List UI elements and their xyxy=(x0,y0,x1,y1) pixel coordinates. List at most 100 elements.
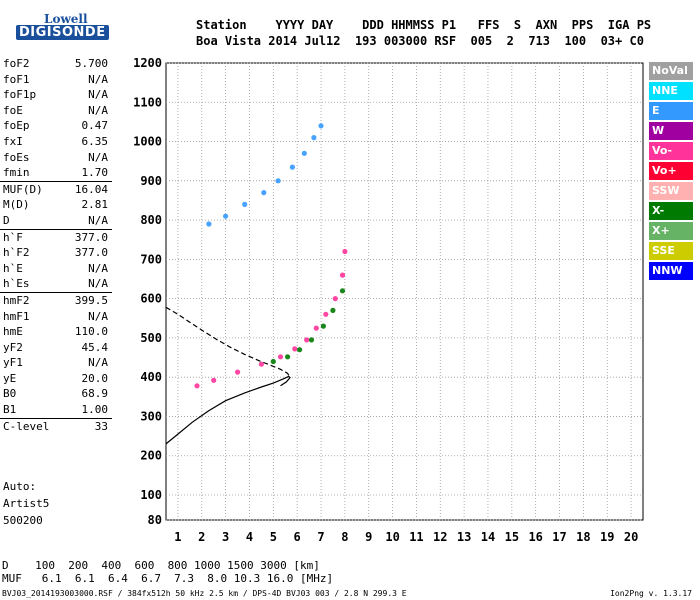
y-tick-label: 900 xyxy=(140,174,162,188)
data-point xyxy=(270,358,276,365)
file-info: BVJ03_2014193003000.RSF / 384fx512h 50 k… xyxy=(2,589,407,598)
param-row: h`F 377.0 xyxy=(0,228,112,246)
legend-item: E xyxy=(649,101,693,121)
param-label: h`F2 xyxy=(3,246,30,260)
param-row: C-level 33 xyxy=(0,417,112,435)
y-tick-label: 1000 xyxy=(133,135,162,149)
data-point xyxy=(275,178,281,184)
param-value: 1.70 xyxy=(81,166,109,180)
param-label: yF2 xyxy=(3,340,23,354)
legend-item: Vo- xyxy=(649,141,693,161)
muf-row: MUF 6.1 6.1 6.4 6.7 7.3 8.0 10.3 16.0 [M… xyxy=(2,572,334,585)
data-point xyxy=(342,248,348,255)
legend: NoVal NNE E W Vo- Vo+ SSW X- X+ SSE NNW xyxy=(649,62,693,282)
density-profile-dashed xyxy=(165,306,291,378)
param-row: B1 1.00 xyxy=(0,402,112,418)
data-point xyxy=(339,288,346,294)
param-label: hmF1 xyxy=(3,309,30,323)
header-line-1: Station YYYY DAY DDD HHMMSS P1 FFS S AXN… xyxy=(196,18,652,32)
distance-row: D 100 200 400 600 800 1000 1500 3000 [km… xyxy=(2,559,320,572)
param-label: foF1 xyxy=(3,72,30,86)
param-value: N/A xyxy=(88,213,108,227)
x-tick-label: 2 xyxy=(198,530,205,544)
y-tick-label: 80 xyxy=(148,513,162,527)
param-value: N/A xyxy=(88,72,108,86)
param-row: fmin 1.70 xyxy=(0,165,112,181)
legend-item: SSE xyxy=(649,241,693,261)
plot-frame xyxy=(165,62,644,521)
param-value: N/A xyxy=(88,309,108,323)
x-tick-label: 4 xyxy=(246,530,253,544)
param-row: foEs N/A xyxy=(0,150,112,166)
legend-item: W xyxy=(649,121,693,141)
legend-item: X+ xyxy=(649,221,693,241)
x-tick-label: 17 xyxy=(552,530,566,544)
param-row: hmF1 N/A xyxy=(0,309,112,325)
data-point xyxy=(235,369,241,375)
param-row: foF1p N/A xyxy=(0,87,112,103)
header-line-2: Boa Vista 2014 Jul12 193 003000 RSF 005 … xyxy=(196,34,644,48)
logo-text-digisonde: DIGISONDE xyxy=(16,25,109,40)
param-value: 20.0 xyxy=(81,371,109,385)
scaled-parameters-panel: foF2 5.700 foF1 N/A foF1p N/A foE N/A foEp 0.47 fx… xyxy=(0,56,112,434)
param-value: N/A xyxy=(88,356,108,370)
param-row: h`F2 377.0 xyxy=(0,245,112,261)
auto-code: 500200 xyxy=(3,514,43,527)
param-value: 33 xyxy=(94,419,108,433)
param-value: 1.00 xyxy=(81,403,109,417)
param-label: yE xyxy=(3,371,17,385)
param-label: hmF2 xyxy=(3,293,30,307)
param-label: D xyxy=(3,213,10,227)
data-point xyxy=(206,221,212,227)
legend-item: SSW xyxy=(649,181,693,201)
param-row: D N/A xyxy=(0,213,112,229)
param-row: yF2 45.4 xyxy=(0,340,112,356)
y-tick-label: 200 xyxy=(140,449,162,463)
param-label: h`F xyxy=(3,230,23,244)
x-tick-label: 14 xyxy=(481,530,495,544)
legend-item: NoVal xyxy=(649,62,693,81)
y-tick-label: 1100 xyxy=(133,95,162,109)
y-tick-label: 100 xyxy=(140,488,162,502)
x-tick-label: 3 xyxy=(222,530,229,544)
version-label: Ion2Png v. 1.3.17 xyxy=(610,589,692,598)
param-label: fmin xyxy=(3,166,30,180)
y-tick-label: 800 xyxy=(140,213,162,227)
param-row: hmF2 399.5 xyxy=(0,291,112,309)
param-label: foF2 xyxy=(3,57,30,70)
param-value: 45.4 xyxy=(81,340,109,354)
param-value: N/A xyxy=(88,88,108,102)
param-label: foF1p xyxy=(3,88,37,102)
param-row: foE N/A xyxy=(0,103,112,119)
data-point xyxy=(301,150,307,156)
x-tick-label: 12 xyxy=(433,530,447,544)
param-label: fxI xyxy=(3,134,23,148)
param-row: foF1 N/A xyxy=(0,72,112,88)
param-value: N/A xyxy=(88,261,108,275)
x-tick-label: 18 xyxy=(576,530,590,544)
param-row: yF1 N/A xyxy=(0,355,112,371)
y-tick-label: 400 xyxy=(140,370,162,384)
x-tick-label: 13 xyxy=(457,530,471,544)
x-tick-label: 11 xyxy=(409,530,423,544)
x-tick-label: 16 xyxy=(528,530,542,544)
data-point xyxy=(318,123,324,129)
data-point xyxy=(323,311,329,317)
param-value: 110.0 xyxy=(74,325,108,339)
param-value: 377.0 xyxy=(74,246,108,260)
x-tick-label: 7 xyxy=(317,530,324,544)
x-tick-label: 6 xyxy=(294,530,301,544)
data-point xyxy=(194,383,200,389)
param-label: foE xyxy=(3,103,23,117)
x-tick-label: 8 xyxy=(341,530,348,544)
data-point xyxy=(211,377,217,383)
param-row: h`Es N/A xyxy=(0,276,112,292)
data-point xyxy=(320,323,326,329)
auto-artist: Artist5 xyxy=(3,497,50,510)
param-value: 399.5 xyxy=(74,293,108,307)
y-tick-label: 500 xyxy=(140,331,162,345)
param-value: 16.04 xyxy=(74,182,108,196)
param-label: B0 xyxy=(3,387,17,401)
x-tick-label: 1 xyxy=(174,530,181,544)
